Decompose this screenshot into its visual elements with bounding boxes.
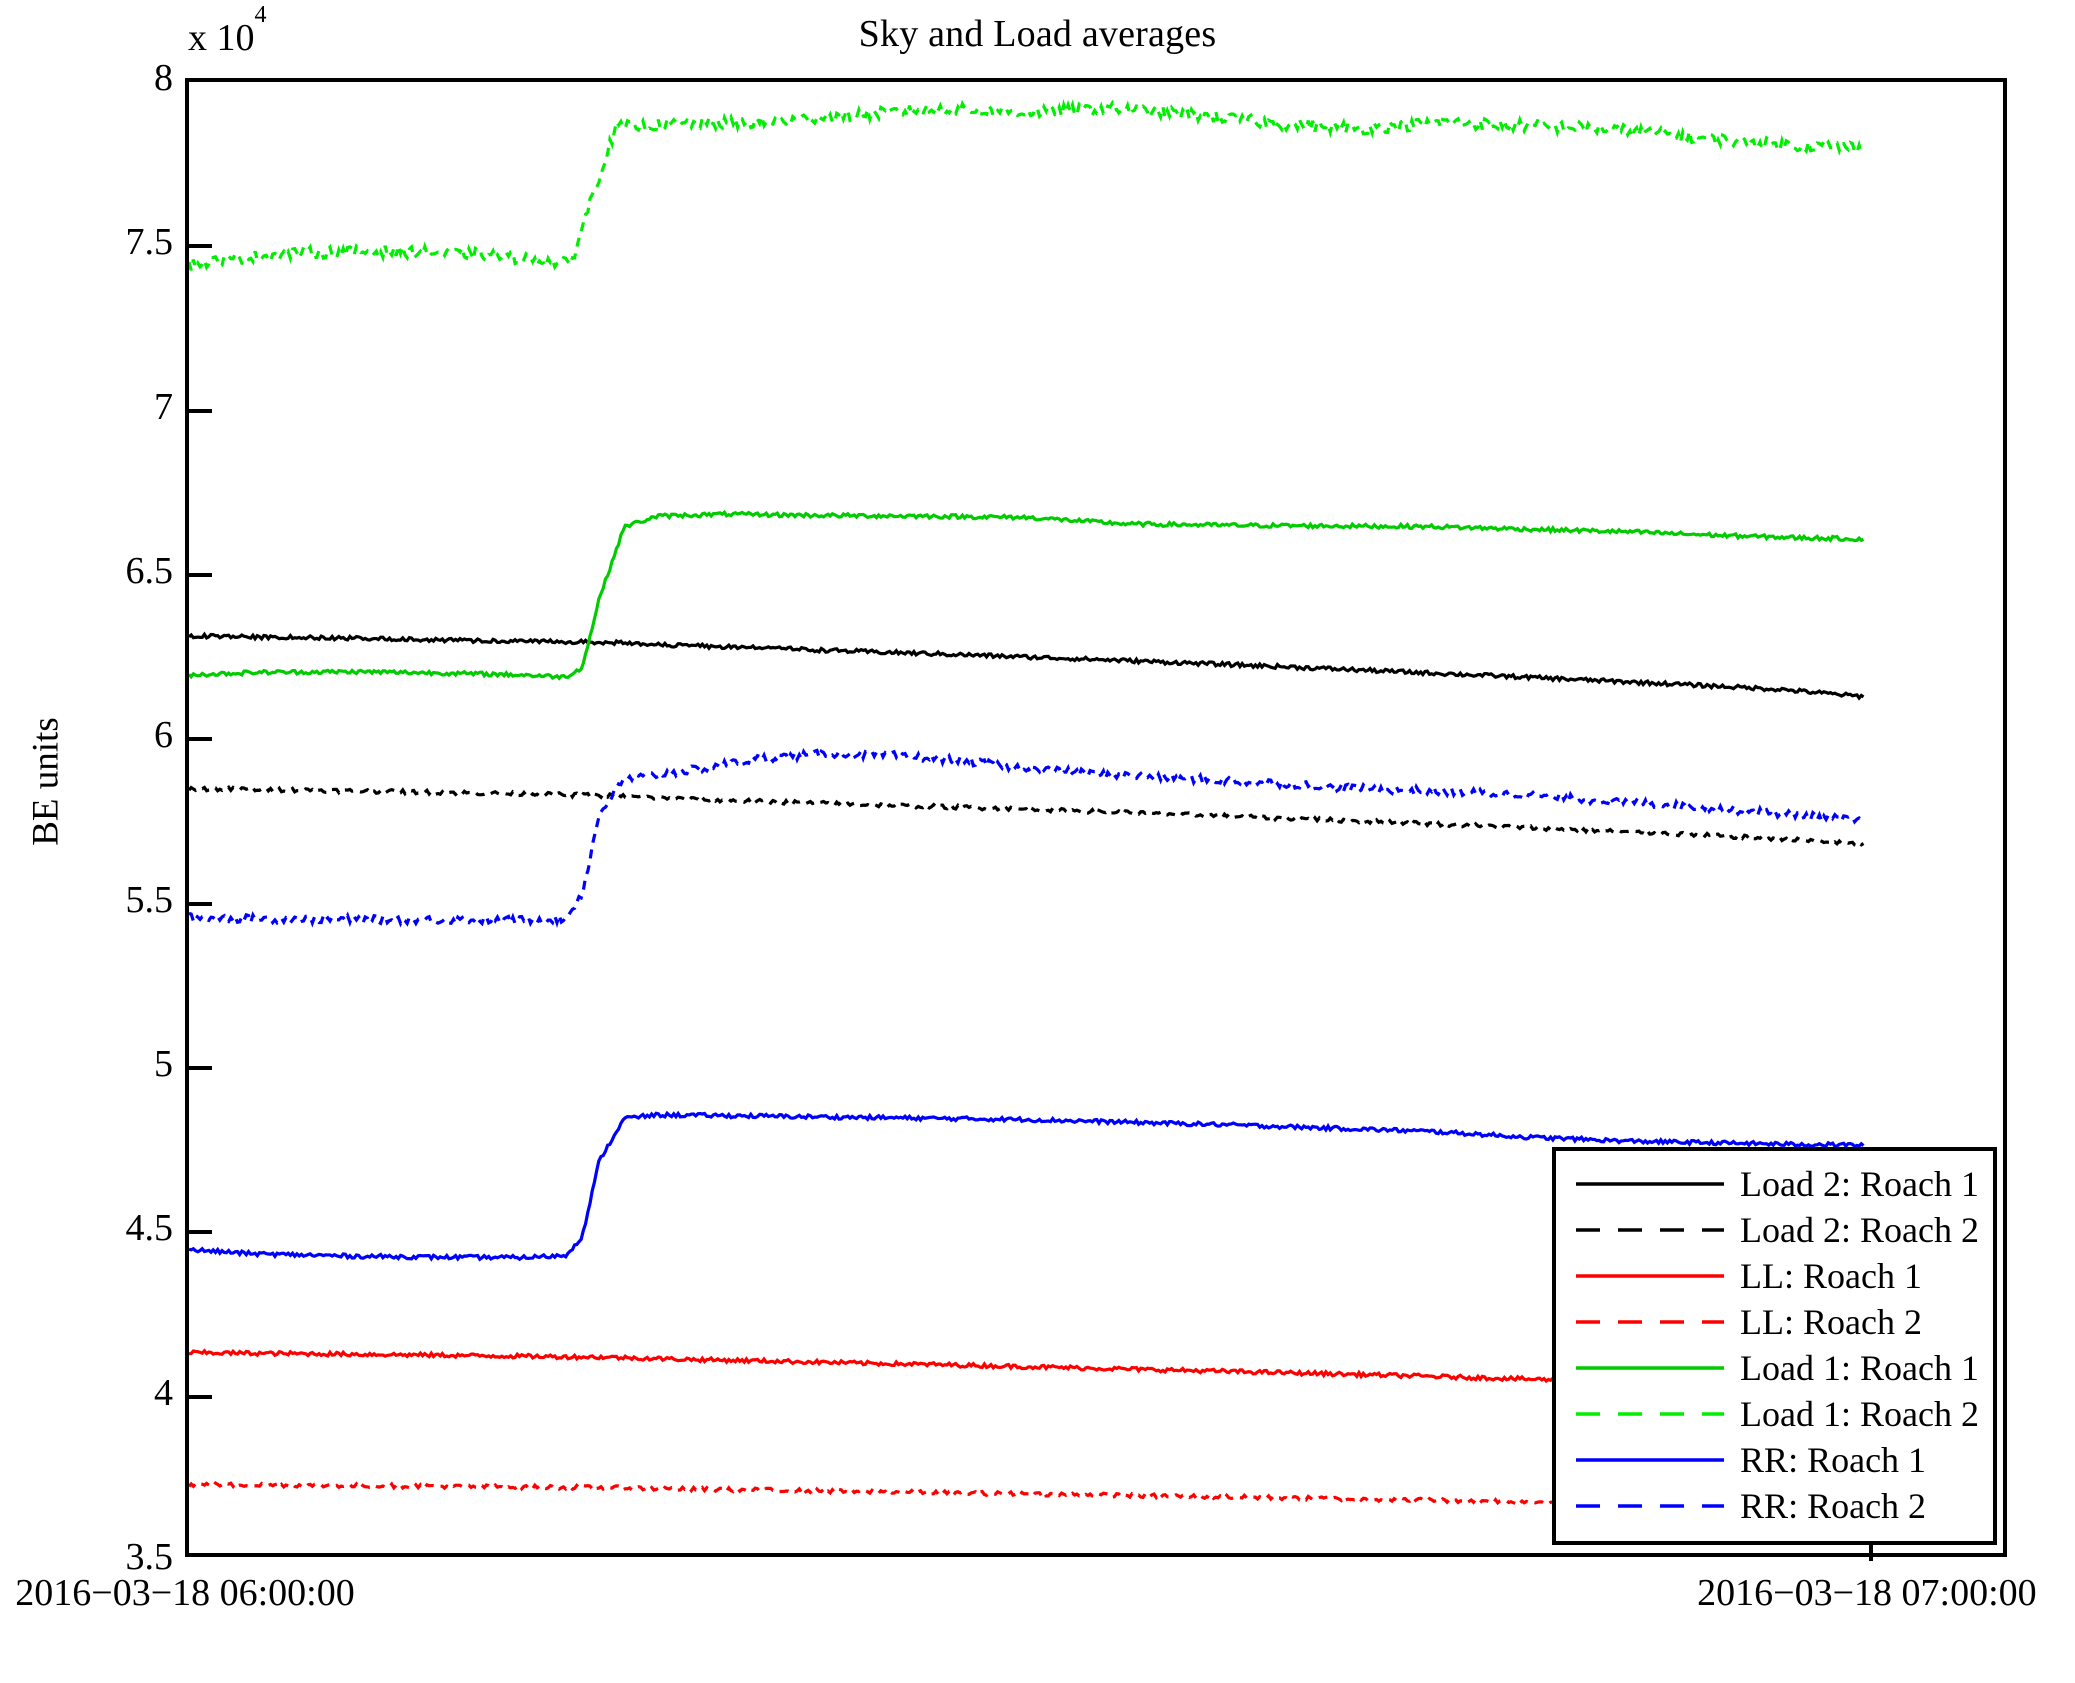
series-line [189,750,1864,923]
legend-item[interactable]: Load 2: Roach 2 [1574,1207,1979,1253]
legend-item[interactable]: RR: Roach 2 [1574,1483,1979,1529]
chart-title: Sky and Load averages [858,13,1217,55]
legend-label: Load 2: Roach 1 [1740,1164,1979,1204]
y-axis-tick [186,244,212,249]
series-line [189,1483,1864,1509]
legend-item[interactable]: LL: Roach 1 [1574,1253,1979,1299]
legend-line-swatch [1574,1492,1726,1520]
y-axis-tick [186,737,212,742]
y-axis-exponent-label: x 104 [188,2,267,60]
x-axis-tick-label: 2016−03−18 06:00:00 [15,1572,355,1614]
legend-label: RR: Roach 1 [1740,1440,1927,1480]
y-axis-tick [186,1394,212,1399]
y-axis-tick-label: 7 [154,385,173,428]
legend-label: LL: Roach 2 [1740,1302,1922,1342]
legend-line-swatch [1574,1308,1726,1336]
legend-item[interactable]: Load 1: Roach 2 [1574,1391,1979,1437]
y-axis-tick-label: 5 [154,1043,173,1085]
y-axis-tick [186,1230,212,1235]
legend-item[interactable]: Load 2: Roach 1 [1574,1161,1979,1207]
legend-line-swatch [1574,1262,1726,1290]
plot-area: Load 2: Roach 1 Load 2: Roach 2 LL: Roach … [185,78,2007,1561]
legend-item[interactable]: Load 1: Roach 1 [1574,1345,1979,1391]
legend-item[interactable]: RR: Roach 1 [1574,1437,1979,1483]
series-line [189,103,1864,270]
legend-label: Load 2: Roach 2 [1740,1210,1979,1250]
series-line [189,1113,1864,1259]
y-axis-exponent-mantissa: x 10 [188,17,255,59]
series-line [189,512,1864,678]
legend-line-swatch [1574,1170,1726,1198]
y-axis-tick-label: 4.5 [125,1207,174,1250]
legend-label: Load 1: Roach 1 [1740,1348,1979,1388]
y-axis-label: BE units [25,717,67,846]
series-line [189,634,1864,698]
legend-label: Load 1: Roach 2 [1740,1394,1979,1434]
y-axis-tick-label: 6.5 [125,550,174,592]
y-axis-tick [186,901,212,906]
y-axis-tick-label: 6 [154,714,173,757]
legend-label: LL: Roach 1 [1740,1256,1922,1296]
y-axis-tick-label: 3.5 [125,1536,174,1578]
y-axis-tick [186,408,212,413]
legend-label: RR: Roach 2 [1740,1486,1927,1526]
y-axis-exponent-power: 4 [254,2,267,29]
x-axis-tick [1868,1535,1873,1561]
legend-line-swatch [1574,1446,1726,1474]
y-axis-tick-label: 5.5 [125,878,174,921]
series-line [189,787,1864,845]
legend-line-swatch [1574,1400,1726,1428]
y-axis-tick-label: 8 [154,57,173,99]
y-axis-tick-label: 7.5 [125,221,174,264]
legend: Load 2: Roach 1 Load 2: Roach 2 LL: Roach … [1552,1147,1997,1545]
y-axis-tick-label: 4 [154,1371,173,1414]
x-axis-tick-label: 2016−03−18 07:00:00 [1697,1572,2037,1614]
y-axis-tick [186,1066,212,1070]
data-canvas [189,82,2003,1553]
y-axis-tick [186,573,212,577]
legend-line-swatch [1574,1354,1726,1382]
legend-item[interactable]: LL: Roach 2 [1574,1299,1979,1345]
legend-line-swatch [1574,1216,1726,1244]
